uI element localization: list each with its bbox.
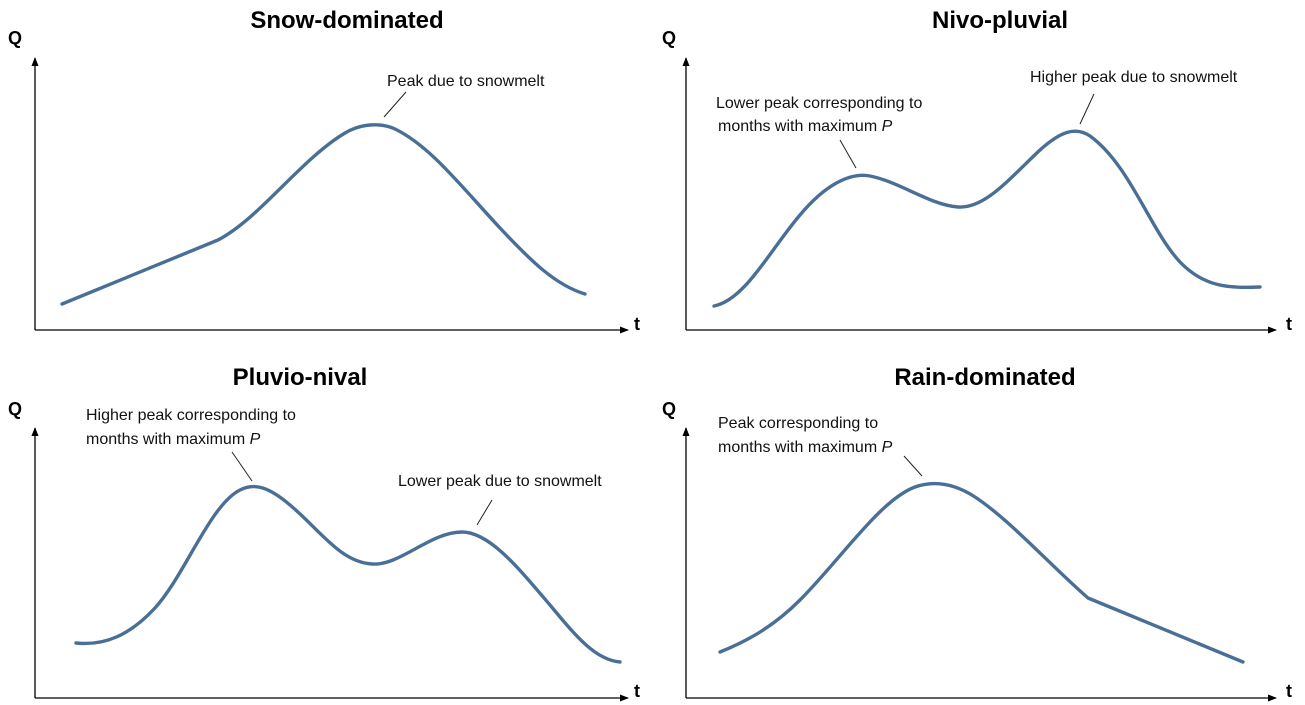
annotation-lower-peak: Lower peak due to snowmelt <box>398 473 602 490</box>
annotation-higher-peak: Higher peak due to snowmelt <box>1030 69 1238 86</box>
panel-nivo-pluvial: Nivo-pluvial Q t Lower peak correspondin… <box>662 7 1292 334</box>
y-axis-label: Q <box>662 28 676 48</box>
panel-snow-dominated: Snow-dominated Q t Peak due to snowmelt <box>8 7 640 334</box>
hydrograph-curve <box>718 481 1245 664</box>
hydrograph-curve <box>74 484 622 664</box>
annotation-peak-line1: Peak corresponding to <box>718 415 878 432</box>
x-axis-label: t <box>1286 314 1292 334</box>
annotation-leader-peak <box>903 455 923 477</box>
annotation-lower-peak-line1: Lower peak corresponding to <box>716 95 922 112</box>
annotation-peak-line2: months with maximum P <box>718 439 893 456</box>
x-axis-label: t <box>634 314 640 334</box>
annotation-leader-higher-peak <box>231 451 253 482</box>
x-axis-label: t <box>634 681 640 701</box>
panel-rain-dominated: Rain-dominated Q t Peak corresponding to… <box>662 364 1292 702</box>
hydrograph-curve <box>60 123 587 306</box>
annotation-snowmelt-peak: Peak due to snowmelt <box>387 73 545 90</box>
annotation-leader <box>383 91 407 118</box>
y-axis-label: Q <box>8 28 22 48</box>
x-axis-label: t <box>1286 681 1292 701</box>
annotation-lower-peak-line2: months with maximum P <box>718 118 893 135</box>
annotation-leader-lower-peak <box>839 139 857 169</box>
y-axis-label: Q <box>8 399 22 419</box>
annotation-leader-lower-peak <box>476 499 493 526</box>
hydrograph-curve <box>712 129 1262 308</box>
panel-title: Snow-dominated <box>250 7 443 34</box>
panel-title: Nivo-pluvial <box>932 7 1068 34</box>
annotation-higher-peak-line1: Higher peak corresponding to <box>86 407 296 424</box>
annotation-higher-peak-line2: months with maximum P <box>86 431 261 448</box>
panel-pluvio-nival: Pluvio-nival Q t Higher peak correspondi… <box>8 364 640 702</box>
panel-title: Pluvio-nival <box>233 364 368 391</box>
y-axis-label: Q <box>662 399 676 419</box>
panel-title: Rain-dominated <box>894 364 1075 391</box>
annotation-leader-higher-peak <box>1079 93 1095 125</box>
